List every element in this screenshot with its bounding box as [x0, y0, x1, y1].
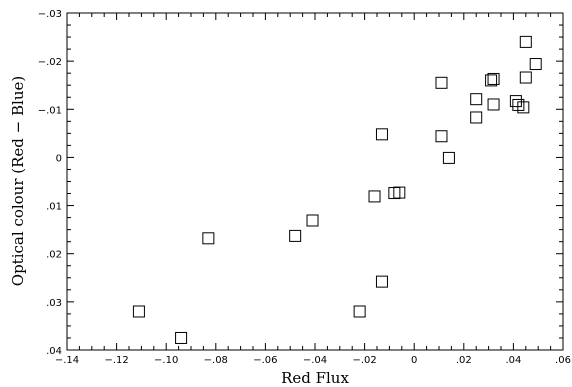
y-tick-label: −.01	[38, 105, 62, 116]
data-point	[519, 35, 532, 48]
data-point	[435, 76, 448, 89]
x-tick-label: 0	[411, 355, 417, 366]
data-point	[393, 186, 406, 199]
data-point	[306, 214, 319, 227]
x-tick-label: −.10	[154, 355, 178, 366]
y-tick-label: 0	[56, 153, 62, 164]
y-tick-label: −.03	[38, 9, 62, 20]
data-point	[388, 187, 401, 200]
x-tick-label: −.08	[204, 355, 228, 366]
y-tick-label: .01	[46, 202, 62, 213]
x-tick-label: −.12	[104, 355, 128, 366]
y-axis-title: Optical colour (Red − Blue)	[9, 76, 27, 286]
data-point	[529, 58, 542, 71]
data-points	[132, 35, 542, 344]
data-point	[435, 130, 448, 143]
data-point	[512, 98, 525, 111]
x-tick-label: −.14	[55, 355, 79, 366]
data-point	[442, 151, 455, 164]
x-tick-label: −.06	[253, 355, 277, 366]
y-axis-ticks: −.03 −.02 −.01 0 .01 .02 .03 .04	[38, 9, 563, 357]
data-point	[470, 111, 483, 124]
data-point	[517, 101, 530, 114]
data-point	[375, 128, 388, 141]
data-point	[509, 95, 522, 108]
y-tick-label: .03	[46, 298, 62, 309]
x-axis-ticks: −.14 −.12 −.10 −.08 −.06 −.04 −.02 0 .02 .04 .06	[55, 13, 571, 366]
data-point	[289, 229, 302, 242]
data-point	[202, 232, 215, 245]
data-point	[487, 98, 500, 111]
data-point	[375, 275, 388, 288]
data-point	[519, 71, 532, 84]
x-axis-title: Red Flux	[281, 369, 349, 387]
data-point	[353, 305, 366, 318]
x-tick-label: −.04	[303, 355, 327, 366]
y-tick-label: −.02	[38, 57, 62, 68]
data-point	[487, 72, 500, 85]
y-tick-label: .04	[46, 346, 62, 357]
x-tick-label: .02	[456, 355, 472, 366]
data-point	[470, 93, 483, 106]
y-tick-label: .02	[46, 250, 62, 261]
data-point	[175, 331, 188, 344]
x-tick-label: .04	[505, 355, 521, 366]
data-point	[368, 190, 381, 203]
plot-frame	[66, 12, 564, 351]
x-tick-label: .06	[555, 355, 571, 366]
data-point	[485, 74, 498, 87]
data-point	[132, 305, 145, 318]
x-tick-label: −.02	[352, 355, 376, 366]
